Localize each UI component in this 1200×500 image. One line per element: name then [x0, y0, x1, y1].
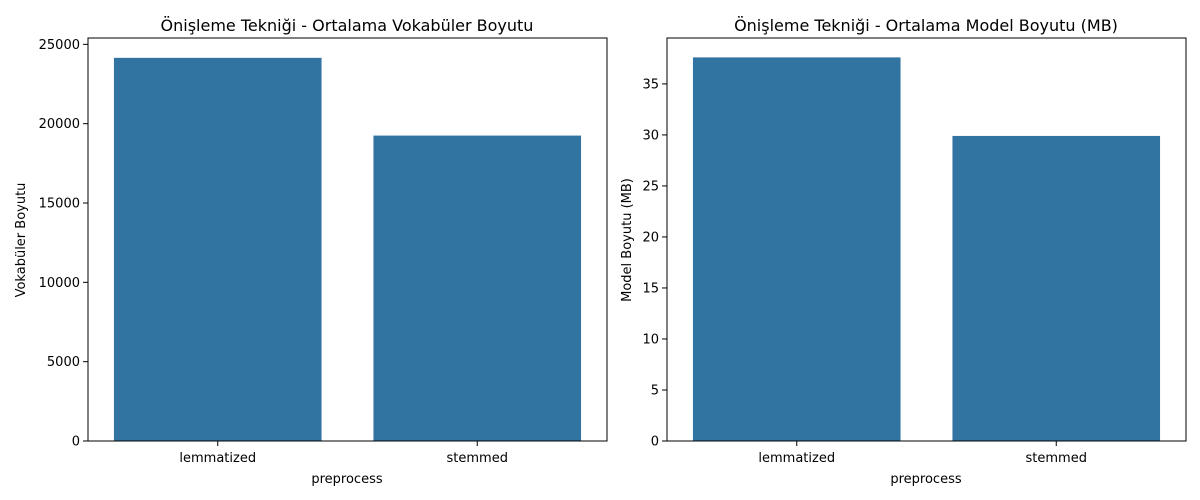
- bar-stemmed: [952, 135, 1161, 441]
- axes-frame: [666, 37, 1187, 442]
- y-axis-label: Model Boyutu (MB): [620, 178, 635, 302]
- y-tick-label: 25000: [39, 38, 80, 53]
- y-tick-label: 10: [642, 332, 659, 347]
- x-axis-label: preprocess: [311, 472, 382, 487]
- plot-area: [692, 57, 1161, 441]
- bar-lemmatized: [692, 57, 901, 441]
- y-tick-label: 0: [72, 435, 80, 450]
- x-tick-label: stemmed: [1026, 451, 1087, 466]
- y-axis-label: Vokabüler Boyutu: [14, 183, 29, 298]
- chart-title: Önişleme Tekniği - Ortalama Model Boyutu…: [734, 16, 1118, 35]
- axes-frame: [87, 37, 608, 442]
- y-tick-label: 35: [642, 77, 659, 92]
- vocabulary-size-chart: Önişleme Tekniği - Ortalama Vokabüler Bo…: [14, 16, 608, 487]
- y-tick-label: 20000: [39, 117, 80, 132]
- y-tick-label: 0: [651, 435, 659, 450]
- x-axis-label: preprocess: [890, 472, 961, 487]
- y-tick-label: 5: [651, 383, 659, 398]
- chart-title: Önişleme Tekniği - Ortalama Vokabüler Bo…: [161, 16, 534, 35]
- plot-area: [113, 57, 582, 442]
- y-tick-label: 30: [642, 128, 659, 143]
- x-tick-label: lemmatized: [758, 451, 835, 466]
- y-tick-label: 10000: [39, 276, 80, 291]
- x-tick-label: lemmatized: [179, 451, 256, 466]
- x-tick-label: stemmed: [447, 451, 508, 466]
- y-tick-label: 15: [642, 281, 659, 296]
- y-tick-label: 5000: [47, 355, 80, 370]
- bar-stemmed: [373, 135, 582, 441]
- y-tick-label: 15000: [39, 197, 80, 212]
- y-tick-label: 20: [642, 230, 659, 245]
- y-tick-label: 25: [642, 179, 659, 194]
- bar-lemmatized: [113, 57, 322, 442]
- model-size-chart: Önişleme Tekniği - Ortalama Model Boyutu…: [620, 16, 1187, 487]
